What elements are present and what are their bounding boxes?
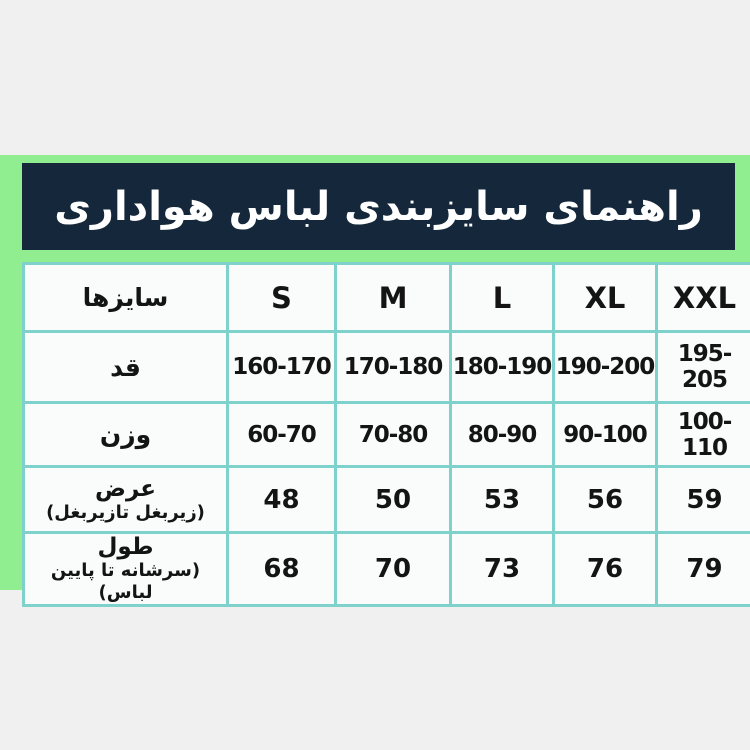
header-size-l: L bbox=[449, 262, 555, 333]
table-row-weight: وزن 60-70 70-80 80-90 90-100 100-110 bbox=[22, 401, 750, 468]
value-cell: 60-70 bbox=[226, 401, 337, 468]
value-cell: 68 bbox=[226, 531, 337, 607]
value-cell: 59 bbox=[655, 465, 750, 534]
row-label-height: قد bbox=[22, 330, 229, 404]
row-label-length-main: طول bbox=[97, 534, 154, 561]
value-cell: 70-80 bbox=[334, 401, 452, 468]
value-cell: 160-170 bbox=[226, 330, 337, 404]
row-label-width: عرض (زیربغل تازیربغل) bbox=[22, 465, 229, 534]
row-label-width-sub: (زیربغل تازیربغل) bbox=[46, 501, 205, 523]
value-cell: 180-190 bbox=[449, 330, 555, 404]
value-cell: 80-90 bbox=[449, 401, 555, 468]
value-cell: 79 bbox=[655, 531, 750, 607]
value-cell: 100-110 bbox=[655, 401, 750, 468]
header-size-m: M bbox=[334, 262, 452, 333]
value-cell: 190-200 bbox=[552, 330, 658, 404]
table-row-height: قد 160-170 170-180 180-190 190-200 195-2… bbox=[22, 330, 750, 404]
value-cell: 50 bbox=[334, 465, 452, 534]
header-size-xl: XL bbox=[552, 262, 658, 333]
value-cell: 90-100 bbox=[552, 401, 658, 468]
row-label-width-main: عرض bbox=[95, 475, 156, 502]
value-cell: 76 bbox=[552, 531, 658, 607]
table-row-width: عرض (زیربغل تازیربغل) 48 50 53 56 59 bbox=[22, 465, 750, 534]
value-cell: 56 bbox=[552, 465, 658, 534]
header-sizes-label: سایزها bbox=[22, 262, 229, 333]
page-title: راهنمای سایزبندی لباس هواداری bbox=[54, 183, 703, 230]
size-chart-table: سایزها S M L XL XXL قد 160-170 170-180 1… bbox=[22, 262, 750, 607]
row-label-weight: وزن bbox=[22, 401, 229, 468]
header-size-xxl: XXL bbox=[655, 262, 750, 333]
value-cell: 170-180 bbox=[334, 330, 452, 404]
row-label-length: طول (سرشانه تا پایین لباس) bbox=[22, 531, 229, 607]
value-cell: 195-205 bbox=[655, 330, 750, 404]
table-header-row: سایزها S M L XL XXL bbox=[22, 262, 750, 333]
value-cell: 53 bbox=[449, 465, 555, 534]
table-row-length: طول (سرشانه تا پایین لباس) 68 70 73 76 7… bbox=[22, 531, 750, 607]
title-bar: راهنمای سایزبندی لباس هواداری bbox=[22, 163, 735, 250]
value-cell: 48 bbox=[226, 465, 337, 534]
row-label-length-sub: (سرشانه تا پایین لباس) bbox=[50, 560, 201, 603]
value-cell: 73 bbox=[449, 531, 555, 607]
value-cell: 70 bbox=[334, 531, 452, 607]
header-size-s: S bbox=[226, 262, 337, 333]
